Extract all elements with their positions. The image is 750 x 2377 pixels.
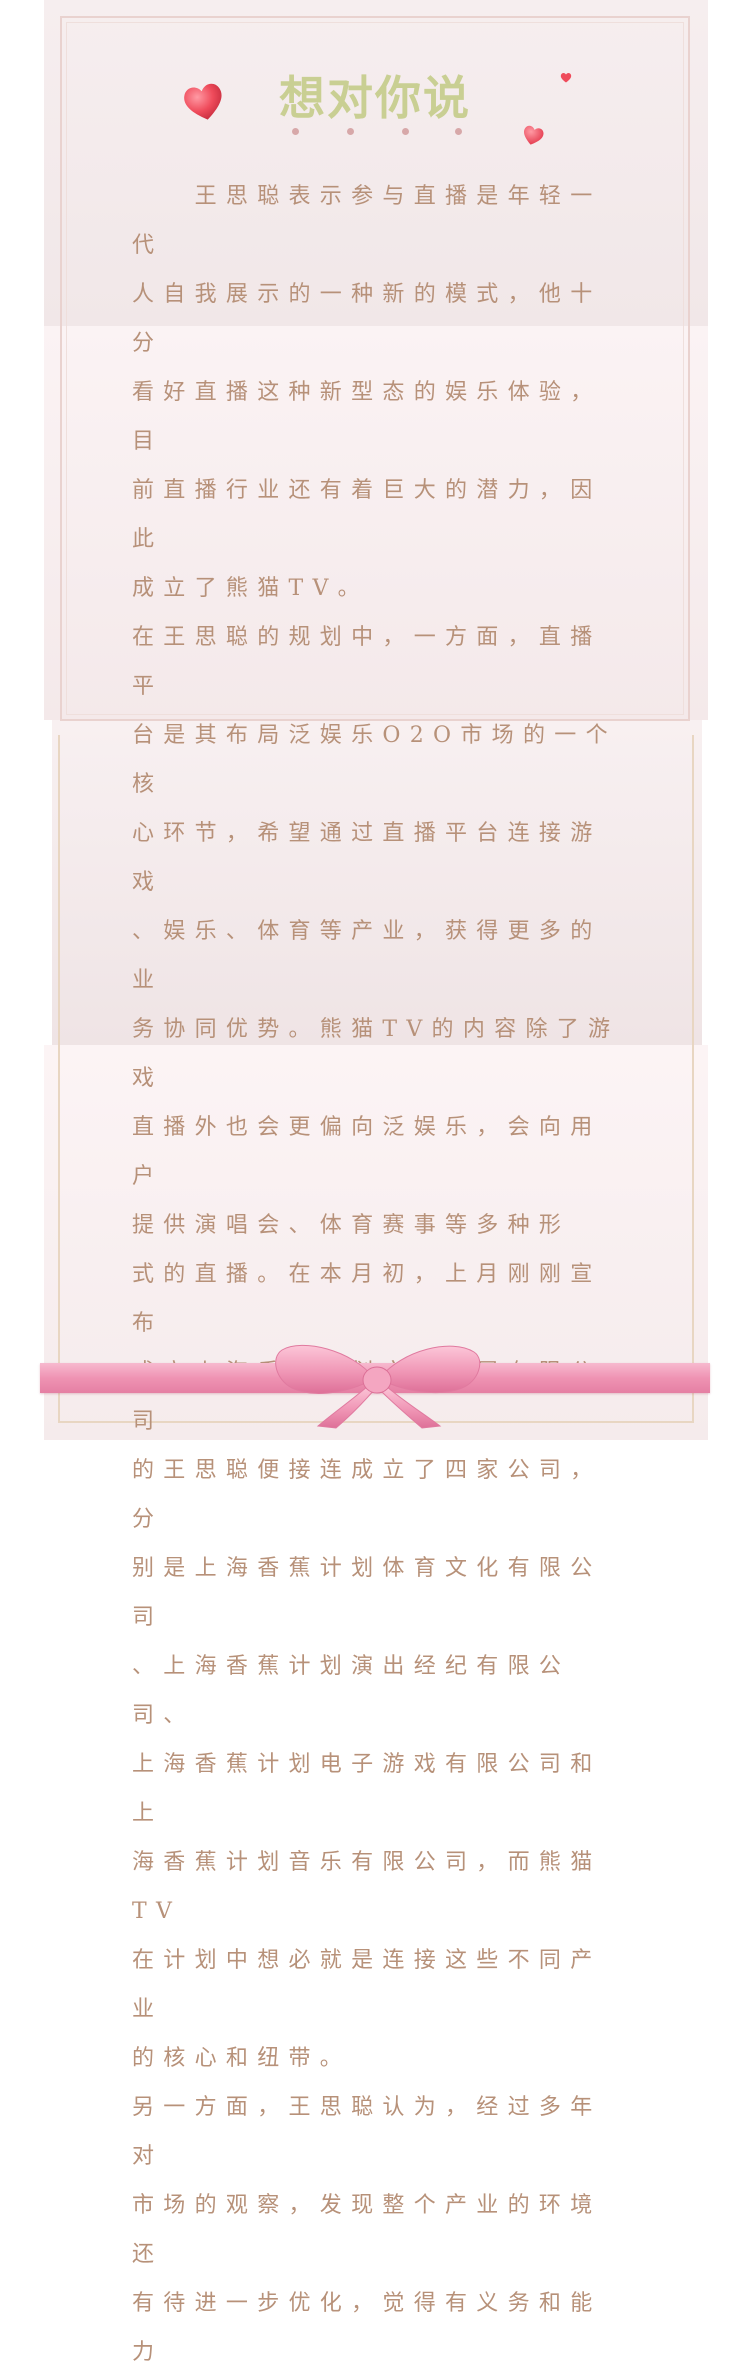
- heart-icon: [560, 72, 572, 83]
- paper-panel-second: [44, 326, 708, 720]
- letter-body: 王思聪表示参与直播是年轻一代 人自我展示的一种新的模式，他十分 看好直播这种新型…: [132, 172, 632, 2377]
- paper-panel-third: [52, 720, 702, 1045]
- heart-icon: [183, 82, 225, 122]
- letter-frame-outer: [60, 16, 690, 721]
- paper-panel-top: [44, 0, 708, 326]
- ribbon-bow-icon: [262, 1330, 492, 1430]
- letter-paragraph: 王思聪表示参与直播是年轻一代 人自我展示的一种新的模式，他十分 看好直播这种新型…: [132, 184, 602, 601]
- letter-frame-lower: [58, 735, 694, 1423]
- letter-title: 想对你说: [279, 71, 471, 125]
- heart-icon: [522, 125, 544, 146]
- title-decoration-dots: [290, 128, 470, 136]
- letter-paragraph: 另一方面，王思聪认为，经过多年对 市场的观察，发现整个产业的环境还 有待进一步优…: [132, 2095, 602, 2365]
- letter-frame-inner: [66, 22, 684, 715]
